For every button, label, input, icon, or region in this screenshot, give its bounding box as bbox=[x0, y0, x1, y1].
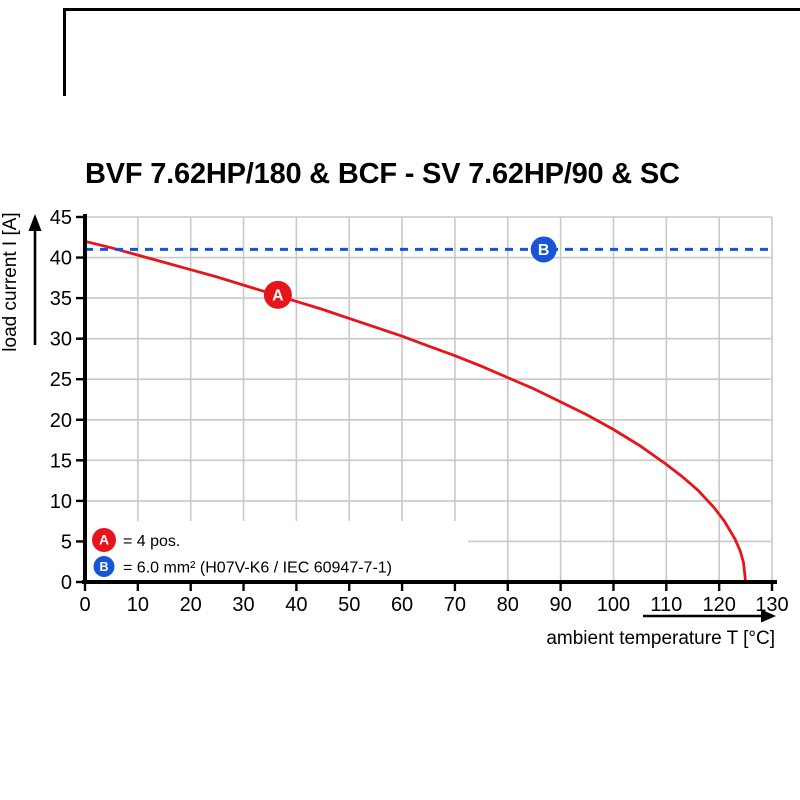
y-tick-label: 45 bbox=[50, 207, 72, 229]
grid bbox=[85, 216, 773, 582]
x-tick-label: 0 bbox=[79, 594, 90, 616]
x-tick-label: 70 bbox=[444, 594, 466, 616]
ticks bbox=[76, 215, 774, 591]
legend-label: = 4 pos. bbox=[123, 533, 180, 550]
legend-marker-letter: A bbox=[99, 532, 109, 548]
x-axis-label: ambient temperature T [°C] bbox=[546, 628, 775, 649]
legend-background bbox=[87, 521, 468, 580]
x-tick-label: 30 bbox=[232, 594, 254, 616]
legend-marker-letter: B bbox=[99, 560, 108, 574]
curve-marker-letter: B bbox=[538, 242, 550, 259]
curve-marker-a: A bbox=[263, 280, 292, 309]
axes bbox=[82, 214, 777, 584]
table-border-left bbox=[63, 8, 66, 96]
x-tick-label: 20 bbox=[180, 594, 202, 616]
tick-labels: 0 5 10 15 20 25 30 35 40 45 0 10 20 30 40 50 60 70 80 90 100… bbox=[50, 207, 789, 616]
x-tick-label: 50 bbox=[338, 594, 360, 616]
legend-marker-a bbox=[92, 528, 116, 552]
y-tick-label: 25 bbox=[50, 369, 72, 391]
y-tick-label: 30 bbox=[50, 329, 72, 351]
legend-label: = 6.0 mm² (H07V-K6 / IEC 60947-7-1) bbox=[123, 560, 392, 577]
series-line-a bbox=[84, 239, 747, 583]
y-tick-label: 35 bbox=[50, 288, 72, 310]
curve-marker-b: B bbox=[530, 236, 557, 263]
table-border-top bbox=[63, 8, 800, 11]
y-tick-label: 40 bbox=[50, 248, 72, 270]
x-arrow-head bbox=[761, 609, 776, 623]
x-tick-label: 80 bbox=[497, 594, 519, 616]
x-axis-arrow bbox=[643, 609, 776, 623]
x-tick-label: 120 bbox=[702, 594, 735, 616]
curve-marker-circle bbox=[530, 236, 557, 263]
x-tick-label: 90 bbox=[549, 594, 571, 616]
chart-title: BVF 7.62HP/180 & BCF - SV 7.62HP/90 & SC bbox=[85, 158, 680, 190]
y-arrow-head bbox=[28, 214, 42, 231]
legend: A = 4 pos. B = 6.0 mm² (H07V-K6 / IEC 60947… bbox=[92, 528, 392, 577]
x-tick-label: 130 bbox=[755, 594, 788, 616]
y-axis-arrow bbox=[28, 214, 42, 345]
x-tick-label: 110 bbox=[650, 594, 682, 616]
curve-marker-circle bbox=[263, 280, 292, 309]
y-tick-label: 5 bbox=[61, 531, 72, 553]
legend-marker-b bbox=[93, 556, 115, 577]
x-tick-label: 10 bbox=[127, 594, 149, 616]
y-tick-label: 0 bbox=[61, 572, 72, 594]
y-tick-label: 10 bbox=[50, 491, 72, 513]
x-tick-label: 60 bbox=[391, 594, 413, 616]
x-tick-label: 40 bbox=[285, 594, 307, 616]
y-tick-label: 20 bbox=[50, 410, 72, 432]
y-axis-label: load current I [A] bbox=[0, 212, 21, 351]
y-tick-label: 15 bbox=[50, 450, 72, 472]
curve-marker-letter: A bbox=[272, 287, 284, 304]
x-tick-label: 100 bbox=[597, 594, 630, 616]
